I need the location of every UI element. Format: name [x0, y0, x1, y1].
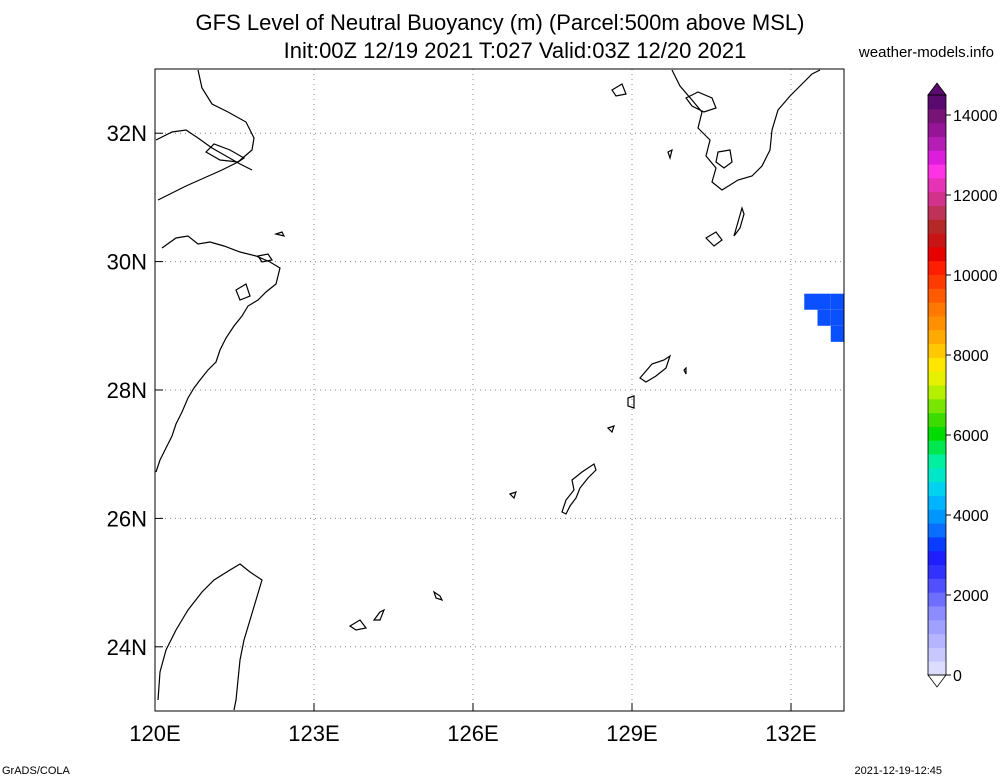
colorbar-segment — [928, 592, 946, 607]
ryukyu-small — [611, 83, 687, 375]
colorbar-segment — [928, 315, 946, 331]
lat-tick-label: 24N — [107, 635, 147, 660]
lon-tick-label: 132E — [765, 721, 816, 746]
shaded-cell — [817, 309, 831, 326]
colorbar-segment — [928, 523, 946, 538]
colorbar-segment — [928, 233, 946, 248]
colorbar-segment — [928, 454, 946, 469]
chart-title-line1: GFS Level of Neutral Buoyancy (m) (Parce… — [195, 10, 805, 35]
tanegashima — [733, 205, 745, 237]
colorbar-segment — [928, 426, 946, 441]
colorbar-segment — [928, 467, 946, 483]
colorbar-segment — [928, 564, 946, 579]
coastlines — [155, 69, 821, 711]
shaded-cell — [817, 293, 831, 310]
colorbar-segment — [928, 481, 946, 496]
colorbar: 0 2000 4000 6000 8000 10000 12000 14000 — [927, 82, 998, 688]
colorbar-segment — [928, 633, 946, 648]
colorbar-segment — [928, 605, 946, 621]
colorbar-segment — [928, 260, 946, 276]
colorbar-segment — [928, 495, 946, 510]
colorbar-label: 14000 — [953, 108, 998, 125]
colorbar-segment — [928, 108, 946, 124]
colorbar-segment — [928, 619, 946, 635]
colorbar-segment — [928, 398, 946, 414]
chart-title-line2: Init:00Z 12/19 2021 T:027 Valid:03Z 12/2… — [283, 38, 747, 63]
lat-tick-label: 26N — [107, 506, 147, 531]
lat-tick-label: 30N — [107, 250, 147, 275]
colorbar-bottom-arrow — [927, 674, 947, 688]
lon-tick-label: 120E — [129, 721, 180, 746]
colorbar-segment — [928, 136, 946, 151]
colorbar-label: 8000 — [953, 348, 989, 365]
okinoerabu — [606, 425, 615, 434]
colorbar-segment — [928, 357, 946, 372]
colorbar-segment — [928, 647, 946, 662]
china-coast — [155, 69, 281, 473]
shaded-cells — [804, 293, 844, 342]
colorbar-segment — [928, 205, 946, 220]
colorbar-segment — [928, 288, 946, 303]
colorbar-segment — [928, 95, 946, 110]
estuary — [155, 129, 253, 171]
shaded-cell — [804, 293, 818, 310]
colorbar-segment — [928, 246, 946, 262]
shaded-cell — [830, 293, 844, 310]
colorbar-segment — [928, 412, 946, 427]
colorbar-segment — [928, 440, 946, 455]
amami — [639, 354, 672, 383]
colorbar-segment — [928, 274, 946, 289]
kumejima — [508, 491, 517, 500]
colorbar-label: 6000 — [953, 428, 989, 445]
colorbar-label: 4000 — [953, 508, 989, 525]
footer-right: 2021-12-19-12:45 — [854, 765, 942, 777]
colorbar-segment — [928, 343, 946, 358]
colorbar-top-arrow — [927, 82, 947, 96]
okinawa — [561, 463, 597, 515]
shaded-cell — [830, 309, 844, 326]
lat-ticks: 24N 26N 28N 30N 32N — [107, 121, 163, 660]
colorbar-segment — [928, 164, 946, 179]
kyushu-coast — [671, 69, 821, 191]
colorbar-segment — [928, 536, 946, 552]
colorbar-segment — [928, 578, 946, 593]
colorbar-segment — [928, 371, 946, 386]
colorbar-segment — [928, 509, 946, 524]
colorbar-segment — [928, 219, 946, 234]
colorbar-segment — [928, 191, 946, 206]
lon-tick-label: 129E — [606, 721, 657, 746]
shaded-cell — [830, 325, 844, 342]
lat-tick-label: 28N — [107, 378, 147, 403]
colorbar-frame — [927, 94, 947, 676]
tokunoshima — [627, 395, 635, 409]
zhoushan — [235, 231, 286, 301]
lon-tick-label: 123E — [288, 721, 339, 746]
colorbar-label: 0 — [953, 668, 962, 685]
grid-lines — [154, 69, 844, 711]
colorbar-segment — [928, 550, 946, 566]
miyako — [432, 590, 444, 602]
colorbar-label: 10000 — [953, 268, 998, 285]
colorbar-segment — [928, 177, 946, 193]
lat-tick-label: 32N — [107, 121, 147, 146]
colorbar-segment — [928, 385, 946, 400]
colorbar-segment — [928, 302, 946, 317]
footer-left: GrADS/COLA — [2, 765, 70, 777]
colorbar-segment — [928, 661, 946, 676]
colorbar-label: 2000 — [953, 588, 989, 605]
lon-ticks: 120E 123E 126E 129E 132E — [129, 703, 817, 746]
colorbar-segment — [928, 150, 946, 165]
colorbar-segment — [928, 329, 946, 345]
ishigaki — [348, 608, 386, 631]
yakushima — [705, 231, 723, 247]
taiwan-coast — [157, 563, 263, 711]
lon-tick-label: 126E — [447, 721, 498, 746]
colorbar-label: 12000 — [953, 188, 998, 205]
colorbar-segment — [928, 122, 946, 137]
site-credit: weather-models.info — [858, 44, 994, 61]
